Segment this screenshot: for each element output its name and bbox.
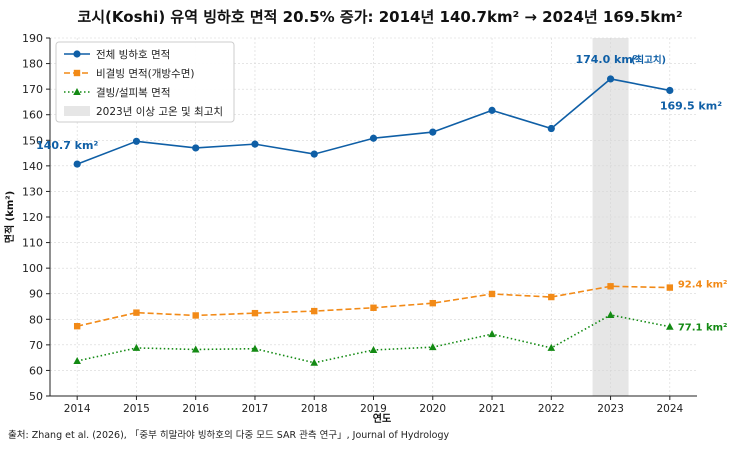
x-tick-label: 2014	[64, 403, 91, 415]
x-tick-label: 2015	[123, 403, 150, 415]
data-point-series-1	[192, 144, 200, 152]
y-tick-label: 160	[22, 109, 43, 122]
data-point-series-3	[488, 330, 496, 338]
legend-box	[55, 41, 235, 123]
data-point-series-2	[73, 322, 81, 330]
data-annotation: 140.7 km²	[36, 139, 98, 152]
y-tick-label: 90	[29, 288, 43, 301]
data-point-series-2	[429, 299, 436, 307]
data-point-series-3	[606, 310, 615, 318]
data-point-series-3	[132, 343, 141, 351]
y-tick-label: 100	[22, 262, 43, 275]
x-tick-label: 2017	[242, 403, 269, 415]
data-point-series-3	[310, 358, 319, 366]
x-tick-label: 2016	[182, 403, 209, 415]
legend-highlight-swatch	[64, 106, 90, 116]
axes-layer: 50 60 70 80 90 100 110 120 130 140 150 160 170 180 190…	[22, 32, 697, 415]
chart-title: 코시(Koshi) 유역 빙하호 면적 20.5% 증가: 2014년 140.…	[77, 8, 682, 26]
y-tick-label: 180	[22, 58, 43, 71]
x-tick-label: 2018	[301, 403, 328, 415]
data-point-series-2	[488, 290, 496, 298]
y-tick-label: 80	[29, 313, 43, 326]
data-point-series-1	[73, 160, 81, 168]
y-tick-label: 120	[22, 211, 43, 224]
data-point-series-2	[133, 309, 140, 316]
data-point-series-3	[666, 322, 674, 330]
data-point-series-2	[666, 284, 674, 291]
data-annotation: 169.5 km²	[660, 99, 722, 112]
legend-marker-2	[73, 69, 81, 77]
y-tick-label: 130	[22, 185, 43, 198]
data-point-series-2	[192, 312, 199, 319]
data-point-series-3	[369, 345, 378, 353]
data-point-series-2	[251, 309, 259, 317]
x-tick-label: 2023	[597, 403, 624, 415]
y-axis-label: 면적 (km²)	[3, 191, 16, 243]
data-point-series-1	[310, 150, 318, 158]
legend-label-highlight: 2023년 이상 고온 및 최고치	[96, 106, 223, 118]
y-tick-label: 70	[29, 339, 43, 352]
data-point-series-2	[548, 293, 555, 301]
data-point-series-1	[606, 75, 615, 83]
annotation-layer: 140.7 km² 174.0 km²(최고치) 169.5 km² 92.4 km²…	[36, 53, 727, 334]
y-tick-label: 190	[22, 32, 43, 45]
legend-marker-1	[73, 50, 81, 58]
data-annotation: 174.0 km²	[575, 53, 637, 66]
data-point-series-1	[251, 140, 259, 148]
series-layer	[73, 75, 674, 366]
data-point-series-3	[73, 356, 81, 364]
y-tick-label: 110	[22, 237, 43, 250]
data-point-series-3	[428, 343, 437, 351]
data-annotation: (최고치)	[631, 54, 666, 66]
data-annotation: 92.4 km²	[678, 280, 728, 291]
legend-label-3: 결빙/설피복 면적	[96, 87, 171, 99]
data-point-series-2	[607, 283, 614, 290]
data-point-series-1	[488, 106, 496, 114]
y-tick-label: 140	[22, 160, 43, 173]
y-tick-label: 150	[22, 134, 43, 147]
x-axis-label: 연도	[373, 412, 391, 425]
legend-marker-3	[73, 88, 81, 95]
x-tick-label: 2022	[538, 403, 565, 415]
data-point-series-3	[191, 345, 200, 353]
data-point-series-2	[311, 307, 318, 315]
data-point-series-3	[251, 344, 259, 352]
x-tick-label: 2021	[479, 403, 506, 415]
data-point-series-1	[369, 134, 378, 142]
y-tick-label: 60	[29, 364, 43, 377]
legend-label-2: 비결빙 면적(개방수면)	[96, 68, 194, 80]
y-tick-label: 170	[22, 83, 43, 96]
x-tick-label: 2024	[656, 403, 683, 415]
data-point-series-1	[429, 128, 437, 136]
data-point-series-2	[370, 304, 377, 311]
data-point-series-1	[547, 124, 555, 133]
x-tick-label: 2019	[360, 403, 387, 415]
x-tick-label: 2020	[419, 403, 446, 415]
data-point-series-1	[666, 86, 674, 95]
source-note: 출처: Zhang et al. (2026), 「중부 히말라야 빙하호의 다…	[8, 429, 449, 441]
data-point-series-3	[547, 343, 556, 351]
legend-label-1: 전체 빙하호 면적	[96, 48, 170, 61]
data-point-series-1	[132, 137, 141, 145]
y-tick-label: 50	[29, 390, 43, 403]
data-annotation: 77.1 km²	[678, 323, 728, 334]
